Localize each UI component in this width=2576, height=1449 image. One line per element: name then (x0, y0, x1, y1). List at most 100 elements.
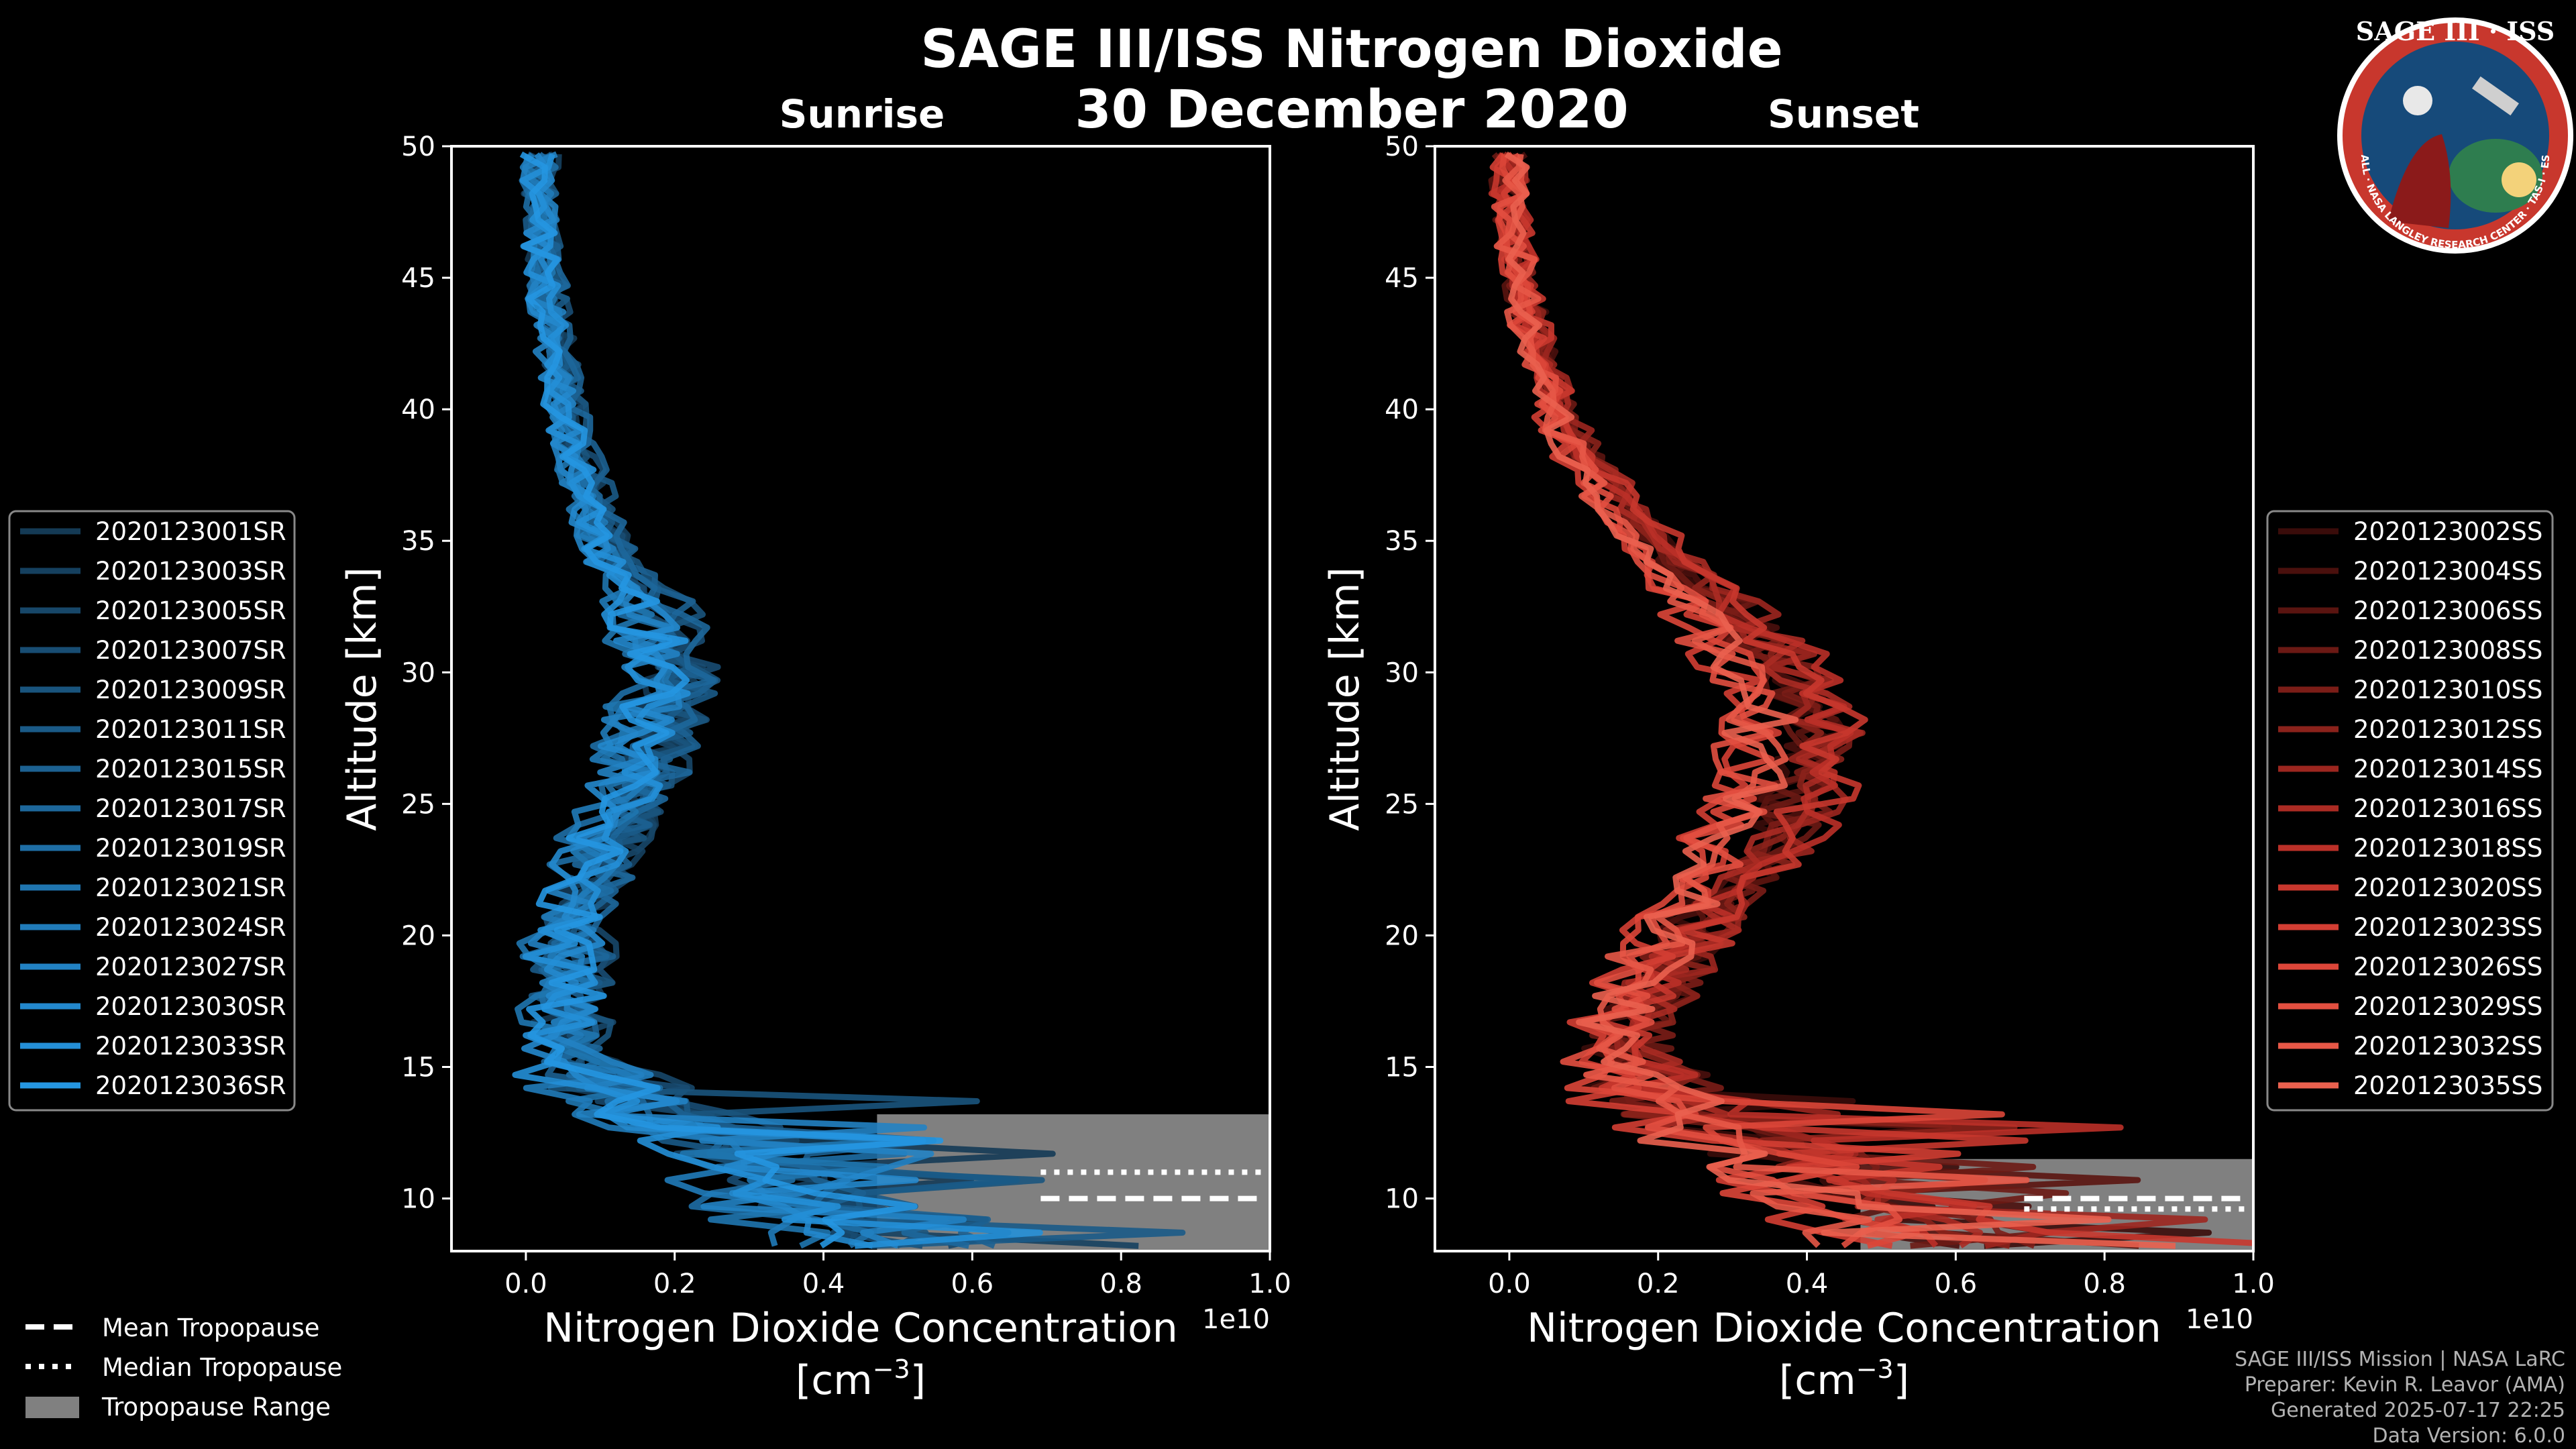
sunset-legend-label: 2020123010SS (2353, 676, 2542, 704)
sunset-x-tick-label: 1.0 (2232, 1269, 2275, 1299)
sunrise-y-ticks: 10 15 20 25 30 35 40 45 50 (401, 131, 451, 1215)
sunset-legend-label: 2020123014SS (2353, 755, 2542, 784)
sunset-y-axis-label: Altitude [km] (1322, 567, 1368, 831)
sunrise-legend-label: 2020123001SR (95, 517, 286, 546)
sunrise-legend-label: 2020123005SR (95, 596, 286, 625)
sunset-x-scale-label: 1e10 (2186, 1304, 2253, 1335)
sunrise-x-scale-label: 1e10 (1202, 1304, 1270, 1335)
sunset-x-tick-label: 0.0 (1488, 1269, 1531, 1299)
credit-generated: Generated 2025-07-17 22:25 (2271, 1399, 2565, 1422)
sunset-legend-box (2266, 510, 2554, 1112)
sunset-x-axis-label: Nitrogen Dioxide Concentration (1527, 1305, 2161, 1352)
sunset-panel: 0.0 0.2 0.4 0.6 0.8 1.0 10 15 20 25 30 35 40 45 50 Ni… (1322, 131, 2275, 1404)
tropopause-range-swatch (25, 1397, 79, 1418)
sunrise-series-2020123030SR (521, 152, 926, 1249)
sunset-legend-label: 2020123035SS (2353, 1071, 2542, 1100)
sunset-y-tick-label: 45 (1385, 263, 1419, 294)
sunrise-y-tick-label: 35 (401, 526, 435, 557)
sunset-legend-label: 2020123008SS (2353, 636, 2542, 665)
sunrise-legend-label: 2020123003SR (95, 557, 286, 586)
sunset-y-tick-label: 20 (1385, 920, 1419, 951)
sunset-profiles (1488, 151, 2253, 1249)
sunrise-legend-label: 2020123007SR (95, 636, 286, 665)
sunset-legend-label: 2020123004SS (2353, 557, 2542, 586)
sunset-legend-label: 2020123020SS (2353, 873, 2542, 902)
badge-station-icon (2472, 76, 2519, 116)
sunset-series-2020123016SS (1497, 151, 1984, 1248)
sunset-legend-label: 2020123012SS (2353, 715, 2542, 744)
sunset-subtitle: Sunset (1768, 91, 1919, 137)
badge-figure-icon (2388, 134, 2451, 228)
sunrise-y-tick-label: 25 (401, 789, 435, 820)
sunrise-profiles (512, 151, 1263, 1249)
sunset-x-axis-unit: [cm−3] (1779, 1354, 1909, 1404)
sunrise-legend-label: 2020123017SR (95, 794, 286, 823)
sunrise-series-2020123036SR (519, 151, 944, 1248)
median-tropopause-label: Median Tropopause (102, 1353, 342, 1382)
sunset-x-tick-label: 0.2 (1637, 1269, 1680, 1299)
credit-data-version: Data Version: 6.0.0 (2373, 1424, 2565, 1448)
sunset-series-2020123035SS (1504, 152, 2176, 1249)
credit-preparer: Preparer: Kevin R. Leavor (AMA) (2245, 1373, 2565, 1397)
sunrise-legend-label: 2020123019SR (95, 834, 286, 863)
sunrise-legend-label: 2020123030SR (95, 992, 286, 1021)
sunrise-legend-label: 2020123015SR (95, 755, 286, 784)
sunrise-x-tick-label: 0.0 (504, 1269, 547, 1299)
sunrise-y-tick-label: 45 (401, 263, 435, 294)
sunrise-y-tick-label: 10 (401, 1184, 435, 1215)
credit-mission: SAGE III/ISS Mission | NASA LaRC (2235, 1348, 2565, 1371)
sunrise-legend-label: 2020123009SR (95, 676, 286, 704)
sunrise-x-tick-label: 0.8 (1099, 1269, 1142, 1299)
mean-tropopause-label: Mean Tropopause (102, 1313, 320, 1342)
figure-title: SAGE III/ISS Nitrogen Dioxide (920, 19, 1782, 80)
sunrise-y-tick-label: 30 (401, 657, 435, 688)
sunrise-x-tick-label: 1.0 (1248, 1269, 1291, 1299)
sunset-legend-label: 2020123026SS (2353, 953, 2542, 981)
sunset-legend-label: 2020123002SS (2353, 517, 2542, 546)
sunrise-legend-label: 2020123011SR (95, 715, 286, 744)
sunset-y-tick-label: 50 (1385, 131, 1419, 162)
sunset-legend-label: 2020123006SS (2353, 596, 2542, 625)
sunrise-y-tick-label: 20 (401, 920, 435, 951)
credits: SAGE III/ISS Mission | NASA LaRC Prepare… (2235, 1348, 2565, 1448)
sunrise-legend-box (8, 510, 296, 1112)
sunrise-y-tick-label: 50 (401, 131, 435, 162)
sunset-y-tick-label: 40 (1385, 394, 1419, 425)
sunrise-x-axis-label: Nitrogen Dioxide Concentration (543, 1305, 1178, 1352)
sunset-axes-frame (1434, 145, 2255, 1252)
sunset-x-tick-label: 0.8 (2083, 1269, 2126, 1299)
sunset-y-ticks: 10 15 20 25 30 35 40 45 50 (1385, 131, 1435, 1215)
sunset-legend-label: 2020123029SS (2353, 992, 2542, 1021)
sunrise-legend-label: 2020123024SR (95, 913, 286, 942)
sunset-y-tick-label: 35 (1385, 526, 1419, 557)
sunrise-x-ticks: 0.0 0.2 0.4 0.6 0.8 1.0 (504, 1251, 1291, 1299)
sunset-series-2020123023SS (1489, 152, 1962, 1249)
sunset-y-tick-label: 15 (1385, 1053, 1419, 1083)
sunrise-x-tick-label: 0.6 (951, 1269, 994, 1299)
sunset-x-tick-label: 0.4 (1786, 1269, 1829, 1299)
sunrise-x-axis-unit: [cm−3] (796, 1354, 926, 1404)
sunrise-subtitle: Sunrise (780, 91, 945, 137)
sunrise-panel: 0.0 0.2 0.4 0.6 0.8 1.0 10 15 20 25 30 35 40 45 50 Ni… (339, 131, 1291, 1404)
badge-sun-icon (2502, 162, 2536, 197)
sunrise-y-axis-label: Altitude [km] (339, 567, 386, 831)
sunrise-y-tick-label: 15 (401, 1053, 435, 1083)
tropopause-range-label: Tropopause Range (101, 1393, 331, 1421)
sunrise-x-tick-label: 0.4 (802, 1269, 845, 1299)
sunset-y-tick-label: 10 (1385, 1184, 1419, 1215)
sunset-y-tick-label: 25 (1385, 789, 1419, 820)
sunrise-legend-label: 2020123033SR (95, 1032, 286, 1061)
sunrise-axes-frame (450, 145, 1271, 1252)
sunset-legend: 2020123002SS 2020123004SS 2020123006SS 2020… (2266, 510, 2554, 1112)
sunrise-legend-label: 2020123021SR (95, 873, 286, 902)
sunset-legend-label: 2020123018SS (2353, 834, 2542, 863)
badge-title: SAGE III · ISS (2356, 16, 2555, 46)
sunrise-x-tick-label: 0.2 (653, 1269, 696, 1299)
tropopause-legend: Mean Tropopause Median Tropopause Tropop… (25, 1313, 342, 1421)
sunset-x-tick-label: 0.6 (1935, 1269, 1978, 1299)
sunset-x-ticks: 0.0 0.2 0.4 0.6 0.8 1.0 (1488, 1251, 2275, 1299)
sunrise-legend-label: 2020123027SR (95, 953, 286, 981)
figure-date: 30 December 2020 (1075, 80, 1628, 140)
sunset-series-2020123004SS (1491, 152, 2032, 1249)
